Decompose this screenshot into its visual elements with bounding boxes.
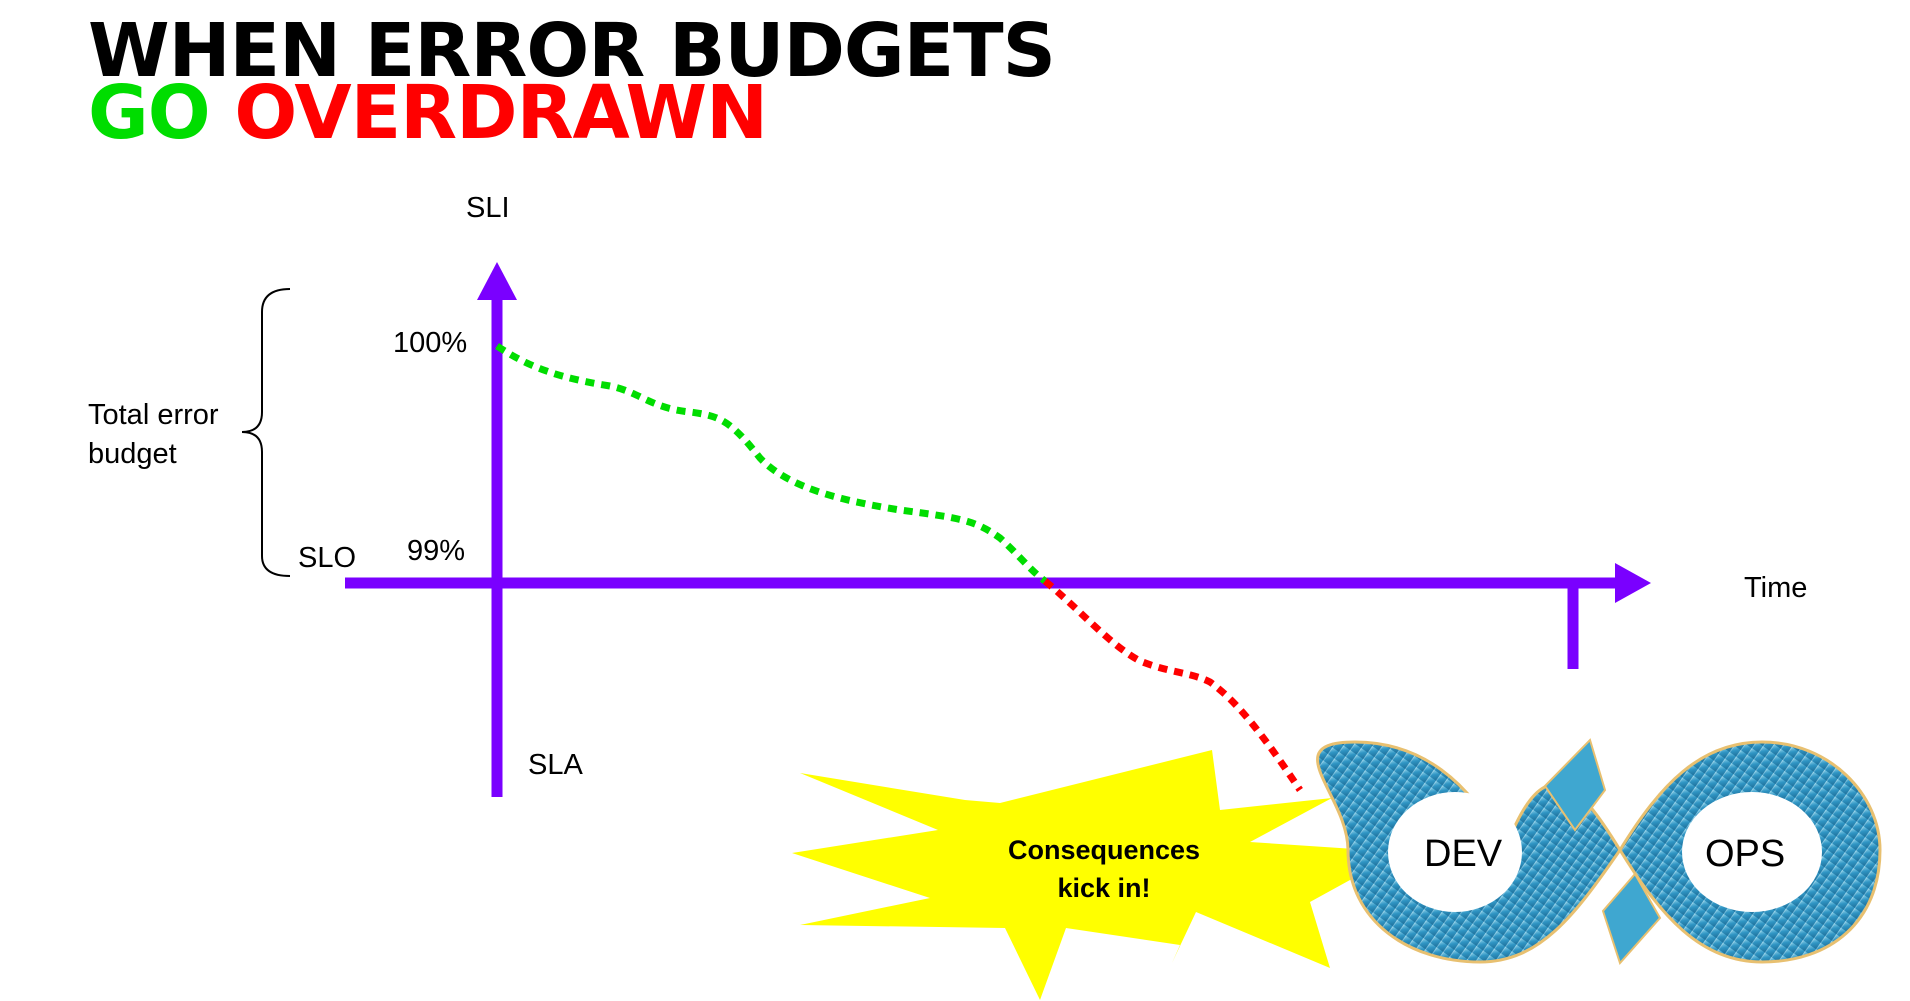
sli-trend-within-budget (495, 343, 1048, 584)
slo-value-label: 99% (407, 535, 465, 567)
title-word-overdrawn: OVERDRAWN (234, 70, 768, 156)
devops-infinity-logo: DEV OPS (1316, 738, 1882, 965)
x-axis-label: Time (1744, 572, 1807, 604)
sla-label: SLA (528, 749, 583, 781)
bracket-label-line-1: Total error (88, 399, 219, 431)
loop-arrow-top (1543, 738, 1607, 832)
callout-line-1: Consequences (1008, 835, 1200, 865)
slide-title: WHEN ERROR BUDGETS GO OVERDRAWN (88, 8, 1056, 150)
slo-label: SLO (298, 542, 356, 574)
infinity-hole-right (1682, 792, 1822, 912)
sli-trend-overdrawn (1042, 578, 1303, 792)
loop-arrow-bottom (1601, 872, 1662, 965)
title-line-1: WHEN ERROR BUDGETS (88, 8, 1056, 94)
bracket-label-line-2: budget (88, 438, 177, 470)
title-word-go: GO (88, 70, 211, 156)
top-value-label: 100% (393, 327, 467, 359)
devops-dev-label: DEV (1424, 833, 1503, 875)
x-axis-arrowhead (1615, 563, 1651, 603)
infinity-hole-left (1388, 792, 1522, 912)
callout-line-2: kick in! (1057, 873, 1150, 903)
consequences-starburst (792, 750, 1400, 1000)
y-axis-arrowhead (477, 262, 517, 300)
error-budget-bracket (241, 288, 291, 577)
title-line-2: GO OVERDRAWN (88, 76, 1055, 150)
devops-ops-label: OPS (1705, 833, 1785, 875)
y-axis-label: SLI (466, 192, 510, 224)
